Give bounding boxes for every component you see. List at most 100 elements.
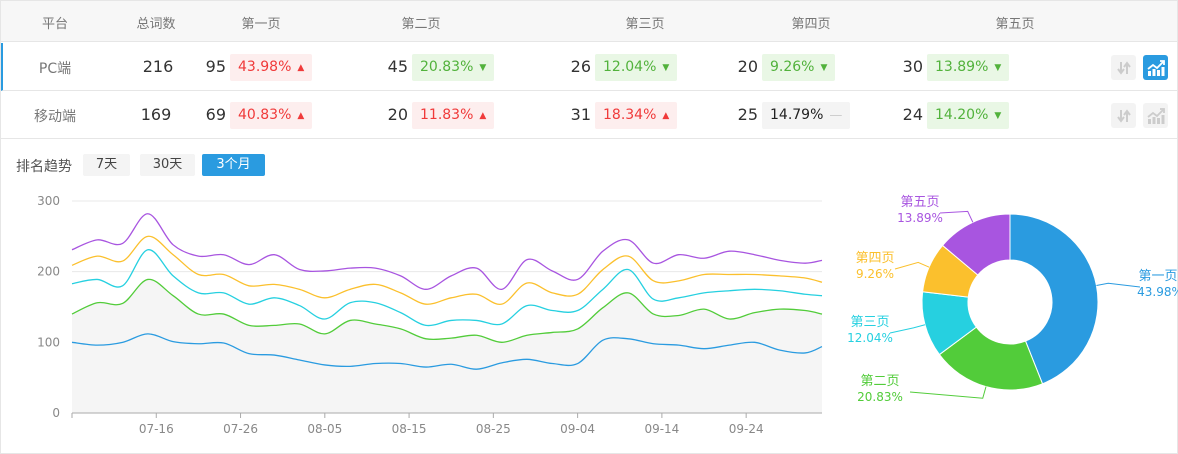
y-tick-label: 100 xyxy=(37,335,60,349)
series-line-page-4 xyxy=(71,235,823,305)
slice-label: 第一页 xyxy=(1138,269,1177,284)
x-tick-label: 08-25 xyxy=(476,422,511,436)
slice-label: 第三页 xyxy=(850,315,889,330)
ranking-trend-line-chart: 0 100 200 300 07-16 07-26 08-05 08-15 08-25 09-04… xyxy=(37,194,823,436)
area-fill xyxy=(72,279,822,413)
slice-percent-label: 12.04% xyxy=(847,331,893,345)
page-4-percent-badge: 14.79% — xyxy=(762,102,851,129)
page-2-count: 45 xyxy=(387,57,408,76)
label-leader-line xyxy=(894,261,930,270)
page-3-count: 26 xyxy=(570,57,591,76)
x-tick-label: 07-16 xyxy=(139,422,174,436)
table-row: PC端 216 95 43.98% ▲ 45 20.83% ▼ 26 12.04% ▼ 20 … xyxy=(1,43,1177,91)
trend-chart-button[interactable] xyxy=(1143,55,1168,80)
table-row: 移动端 169 69 40.83% ▲ 20 11.83% ▲ 31 18.34% ▲ 25 … xyxy=(1,91,1177,139)
header-page5: 第五页 xyxy=(995,17,1035,32)
page-5-count: 24 xyxy=(902,105,923,124)
x-tick-label: 09-24 xyxy=(729,422,764,436)
percent-value: 18.34% xyxy=(603,107,657,123)
slice-percent-label: 20.83% xyxy=(857,390,903,404)
trend-up-icon: ▲ xyxy=(297,63,305,73)
total-keywords: 169 xyxy=(140,105,172,124)
trend-chart-button[interactable] xyxy=(1143,103,1168,128)
page-3-percent-badge: 18.34% ▲ xyxy=(595,102,678,129)
percent-value: 20.83% xyxy=(420,59,474,75)
series-line-page-2 xyxy=(71,278,823,343)
header-page1: 第一页 xyxy=(241,17,281,32)
trend-up-icon: ▲ xyxy=(297,111,305,121)
header-platform: 平台 xyxy=(41,17,69,32)
label-leader-line xyxy=(889,324,926,334)
slice-label: 第四页 xyxy=(855,251,894,266)
header-page3: 第三页 xyxy=(625,17,665,32)
page-3-percent-badge: 12.04% ▼ xyxy=(595,54,678,81)
sort-button[interactable] xyxy=(1111,55,1136,80)
percent-value: 14.79% xyxy=(770,107,824,123)
slice-label: 第五页 xyxy=(900,195,939,210)
trend-chart-icon xyxy=(1146,59,1165,76)
y-tick-label: 200 xyxy=(37,265,60,279)
trend-down-icon: ▼ xyxy=(662,63,670,73)
x-tick-label: 09-14 xyxy=(644,422,679,436)
range-30d-button[interactable]: 30天 xyxy=(140,154,195,176)
percent-value: 40.83% xyxy=(238,107,292,123)
page-4-count: 20 xyxy=(737,57,758,76)
trend-flat-icon: — xyxy=(829,108,843,123)
platform-name: 移动端 xyxy=(34,109,76,125)
slice-label: 第二页 xyxy=(860,374,899,389)
label-leader-line xyxy=(939,210,974,223)
page-5-percent-badge: 14.20% ▼ xyxy=(927,102,1010,129)
label-leader-line xyxy=(909,386,987,399)
header-page2: 第二页 xyxy=(401,17,441,32)
page-1-count: 95 xyxy=(205,57,226,76)
series-line-page-3 xyxy=(71,249,823,327)
platform-name: PC端 xyxy=(38,61,72,77)
page-2-percent-badge: 20.83% ▼ xyxy=(412,54,495,81)
page-1-percent-badge: 40.83% ▲ xyxy=(230,102,313,129)
donut-slice-page-5 xyxy=(941,213,1011,276)
trend-down-icon: ▼ xyxy=(994,111,1002,121)
range-7d-button[interactable]: 7天 xyxy=(83,154,130,176)
percent-value: 43.98% xyxy=(238,59,292,75)
total-keywords: 216 xyxy=(142,57,174,76)
page-1-count: 69 xyxy=(205,105,226,124)
page-5-count: 30 xyxy=(902,57,923,76)
series-line-page-1 xyxy=(71,333,823,370)
trend-down-icon: ▼ xyxy=(994,63,1002,73)
trend-up-icon: ▲ xyxy=(479,111,487,121)
percent-value: 13.89% xyxy=(935,59,989,75)
label-leader-line xyxy=(1096,282,1141,288)
page-1-percent-badge: 43.98% ▲ xyxy=(230,54,313,81)
table-header: 平台 总词数 第一页 第二页 第三页 第四页 第五页 xyxy=(1,1,1177,42)
x-tick-label: 07-26 xyxy=(223,422,258,436)
page-4-percent-badge: 9.26% ▼ xyxy=(762,54,836,81)
page-3-count: 31 xyxy=(570,105,591,124)
slice-percent-label: 13.89% xyxy=(897,211,943,225)
slice-percent-label: 43.98% xyxy=(1137,285,1178,299)
y-tick-label: 300 xyxy=(37,194,60,208)
sort-button[interactable] xyxy=(1111,103,1136,128)
page-5-percent-badge: 13.89% ▼ xyxy=(927,54,1010,81)
page-4-count: 25 xyxy=(737,105,758,124)
page-2-count: 20 xyxy=(387,105,408,124)
y-tick-label: 0 xyxy=(52,406,60,420)
range-3m-button[interactable]: 3个月 xyxy=(202,154,265,176)
percent-value: 14.20% xyxy=(935,107,989,123)
trend-down-icon: ▼ xyxy=(479,63,487,73)
sort-arrows-icon xyxy=(1116,60,1131,75)
trend-down-icon: ▼ xyxy=(820,63,828,73)
x-tick-label: 09-04 xyxy=(560,422,595,436)
slice-percent-label: 9.26% xyxy=(856,267,894,281)
header-total: 总词数 xyxy=(136,17,176,32)
percent-value: 9.26% xyxy=(770,59,815,75)
trend-label: 排名趋势 xyxy=(16,159,72,175)
percent-value: 11.83% xyxy=(420,107,474,123)
trend-chart-icon xyxy=(1146,107,1165,124)
percent-value: 12.04% xyxy=(603,59,657,75)
series-line-page-5 xyxy=(71,213,823,290)
sort-arrows-icon xyxy=(1116,108,1131,123)
x-tick-label: 08-05 xyxy=(307,422,342,436)
page-2-percent-badge: 11.83% ▲ xyxy=(412,102,495,129)
header-page4: 第四页 xyxy=(791,17,831,32)
